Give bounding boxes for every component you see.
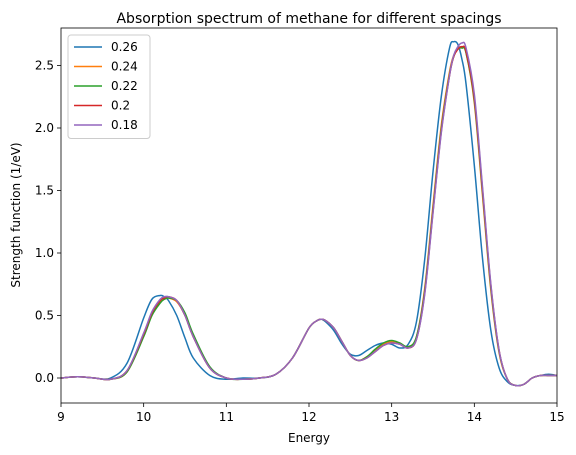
legend-box [67,34,151,139]
x-tick-label: 13 [384,410,399,424]
legend-label: 0.24 [111,60,138,74]
x-tick-label: 9 [57,410,65,424]
y-tick-label: 1.0 [35,246,54,260]
y-tick-label: 0.5 [35,309,54,323]
legend: 0.26 0.24 0.22 0.2 0.18 [67,34,151,139]
legend-label: 0.26 [111,40,138,54]
legend-label: 0.18 [111,118,138,132]
x-tick-label: 12 [301,410,316,424]
x-tick-label: 14 [467,410,482,424]
legend-label: 0.2 [111,99,130,113]
x-axis-label: Energy [288,431,330,445]
plot-lines [61,40,557,387]
y-axis-label: Strength function (1/eV) [9,142,23,287]
x-tick-label: 11 [219,410,234,424]
y-tick-label: 1.5 [35,184,54,198]
legend-label: 0.22 [111,79,138,93]
chart-title: Absorption spectrum of methane for diffe… [116,11,501,27]
y-tick-label: 2.5 [35,59,54,73]
y-axis-ticks: 0.0 0.5 1.0 1.5 2.0 2.5 [35,59,61,385]
x-axis-ticks: 9 10 11 12 13 14 15 [57,403,565,424]
series-line-0.26 [61,40,557,387]
x-tick-label: 10 [136,410,151,424]
y-tick-label: 0.0 [35,371,54,385]
x-tick-label: 15 [549,410,564,424]
y-tick-label: 2.0 [35,121,54,135]
series-line-0.18 [61,41,557,387]
